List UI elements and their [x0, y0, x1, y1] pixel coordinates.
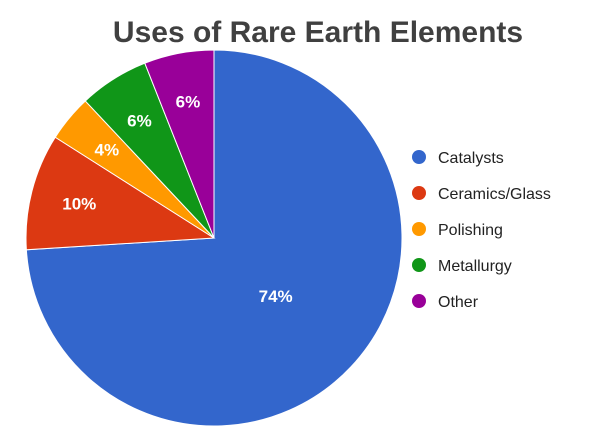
chart-title: Uses of Rare Earth Elements — [113, 16, 523, 49]
pie-slices — [25, 49, 403, 427]
legend: Catalysts Ceramics/Glass Polishing Metallur… — [412, 150, 551, 311]
legend-label: Polishing — [438, 222, 503, 239]
slice-label-other: 6% — [176, 92, 201, 111]
legend-label: Metallurgy — [438, 258, 512, 275]
legend-item-metallurgy: Metallurgy — [412, 258, 512, 275]
legend-item-polishing: Polishing — [412, 222, 503, 239]
legend-marker — [412, 294, 426, 308]
pie-slice-other — [144, 49, 215, 239]
legend-marker — [412, 186, 426, 200]
pie-slice-labels: 74% 10% 4% 6% 6% — [62, 92, 292, 306]
slice-label-metallurgy: 6% — [127, 112, 152, 131]
slice-label-polishing: 4% — [95, 140, 120, 159]
legend-marker — [412, 222, 426, 236]
slice-label-catalysts: 74% — [259, 287, 293, 306]
legend-label: Other — [438, 294, 479, 311]
legend-marker — [412, 150, 426, 164]
legend-item-other: Other — [412, 294, 479, 311]
legend-marker — [412, 258, 426, 272]
legend-label: Catalysts — [438, 150, 504, 167]
pie-slice-ceramics-glass — [25, 136, 216, 251]
slice-label-ceramics-glass: 10% — [62, 194, 96, 213]
legend-label: Ceramics/Glass — [438, 186, 551, 203]
legend-item-catalysts: Catalysts — [412, 150, 504, 167]
legend-item-ceramics-glass: Ceramics/Glass — [412, 186, 551, 203]
